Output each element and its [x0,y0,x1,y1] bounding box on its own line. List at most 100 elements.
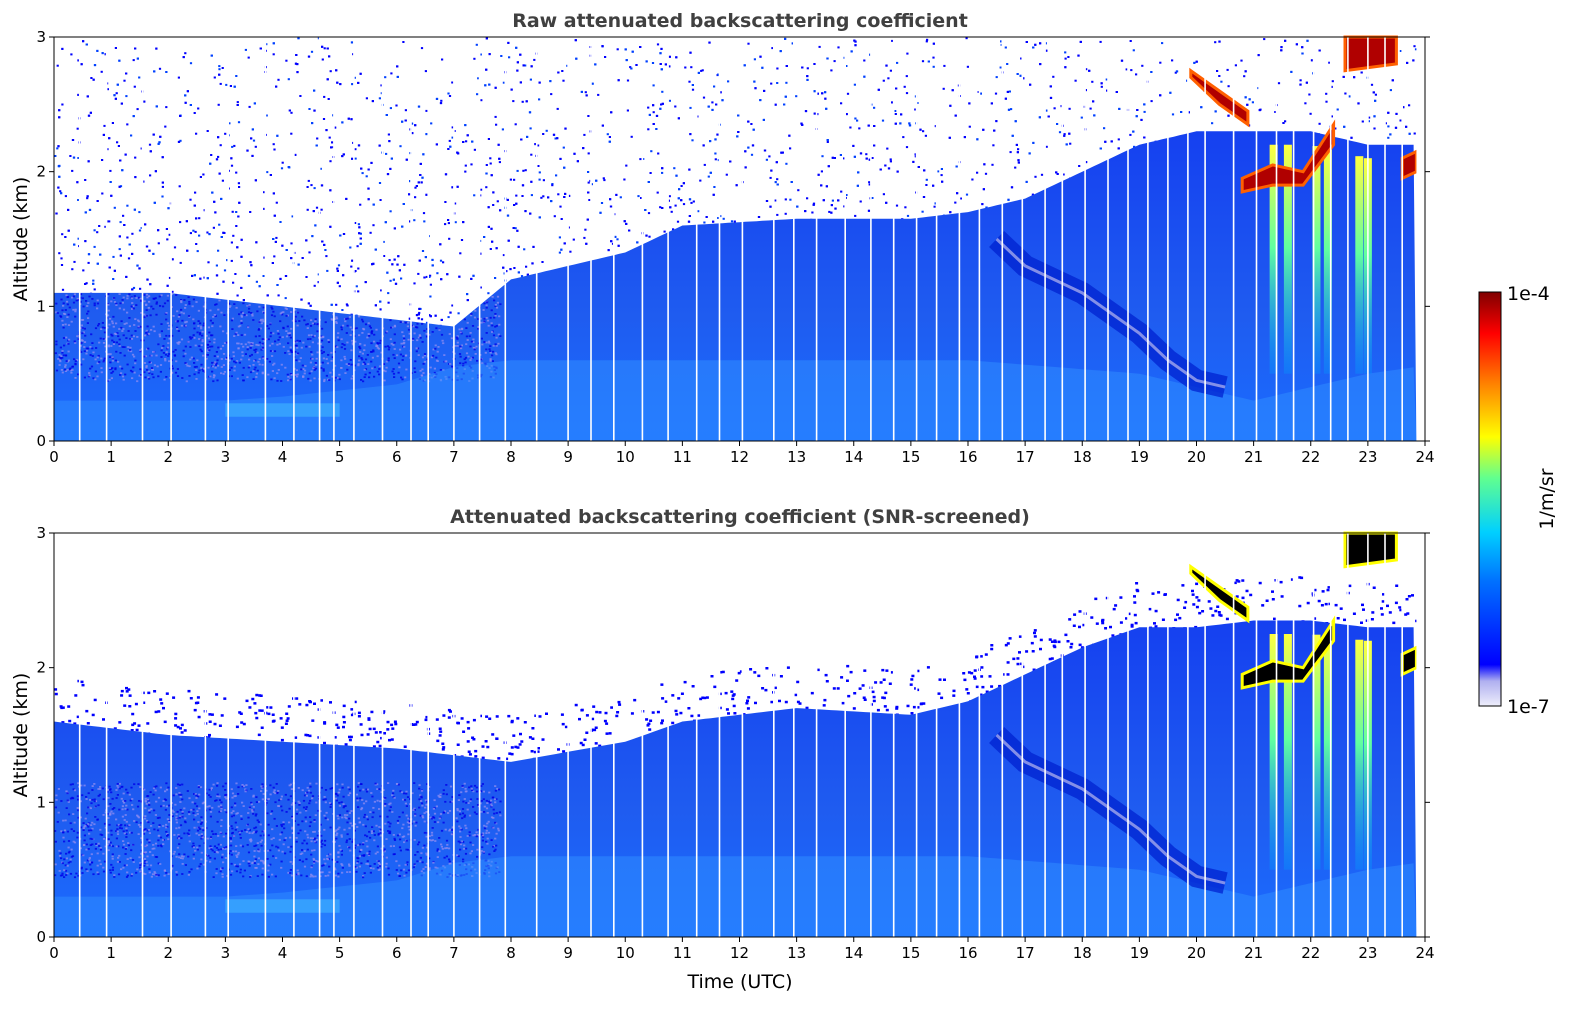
noise-pixel [804,210,807,213]
noise-pixel [968,102,971,105]
fringe-pixel [479,714,482,718]
residual-pixel [495,336,498,339]
residual-pixel [66,303,69,306]
noise-pixel [905,75,908,78]
noise-pixel [287,78,290,81]
fringe-pixel [1382,593,1385,596]
noise-pixel [833,157,836,159]
residual-pixel [112,325,115,328]
fringe-pixel [259,694,263,697]
noise-pixel [865,153,868,156]
residual-pixel [441,847,444,850]
residual-pixel [311,341,314,344]
residual-pixel [223,342,227,344]
noise-pixel [439,243,442,246]
fringe-pixel [1192,603,1196,606]
fringe-pixel [1380,607,1383,610]
residual-pixel [206,350,210,352]
noise-pixel [550,200,553,203]
fringe-pixel [174,712,178,716]
fringe-pixel [73,722,77,725]
noise-pixel [118,248,121,251]
fringe-pixel [674,709,678,713]
noise-pixel [608,136,611,138]
noise-pixel [218,68,221,71]
noise-pixel [587,181,590,184]
x-tick-label: 11 [673,448,692,466]
noise-pixel [754,87,757,90]
noise-pixel [321,58,324,61]
residual-pixel [369,326,372,329]
noise-pixel [359,203,362,206]
fringe-pixel [794,693,798,697]
residual-pixel [344,358,347,360]
residual-pixel [107,309,110,312]
residual-pixel [149,361,152,364]
fringe-pixel [1343,618,1346,622]
residual-pixel [437,346,440,348]
noise-pixel [313,89,316,92]
residual-pixel [346,368,349,371]
noise-pixel [87,253,91,256]
residual-pixel [301,364,304,367]
residual-pixel [257,360,260,363]
fringe-pixel [1031,650,1035,653]
residual-pixel [433,367,436,370]
residual-pixel [135,297,138,299]
residual-pixel [284,352,287,354]
noise-pixel [473,148,476,151]
residual-pixel [442,789,445,792]
fringe-pixel [359,723,363,726]
residual-pixel [313,838,316,841]
residual-pixel [213,341,216,344]
noise-pixel [108,137,111,140]
noise-pixel [908,124,912,127]
residual-pixel [485,341,488,344]
noise-pixel [1305,81,1308,84]
noise-pixel [337,264,341,267]
residual-pixel [402,355,405,358]
noise-pixel [290,111,293,114]
noise-pixel [719,91,722,94]
fringe-pixel [456,721,460,725]
fringe-pixel [578,717,581,721]
residual-pixel [83,327,86,330]
x-tick-label: 24 [1415,448,1434,466]
noise-pixel [813,90,816,93]
residual-pixel [112,343,115,345]
residual-pixel [302,368,305,370]
fringe-pixel [516,717,520,720]
noise-pixel [444,201,447,203]
residual-pixel [493,316,496,319]
noise-pixel [178,185,181,188]
residual-pixel [435,359,439,362]
residual-pixel [122,328,125,330]
noise-pixel [138,76,141,79]
noise-pixel [464,164,467,167]
noise-pixel [821,155,824,158]
noise-pixel [276,134,279,137]
residual-pixel [125,876,129,878]
residual-pixel [241,374,244,376]
fringe-pixel [1245,589,1249,593]
noise-pixel [402,41,405,43]
residual-pixel [186,364,189,367]
fringe-pixel [603,719,607,723]
fringe-pixel [906,704,910,708]
residual-pixel [277,332,280,335]
residual-pixel [65,336,68,339]
residual-pixel [423,329,426,332]
residual-pixel [155,302,158,305]
noise-pixel [335,303,338,306]
fringe-pixel [514,745,518,749]
noise-pixel [1301,46,1304,49]
residual-pixel [121,301,124,304]
residual-pixel [392,372,396,375]
residual-pixel [343,348,347,350]
residual-pixel [466,321,469,324]
residual-pixel [205,827,208,829]
noise-pixel [763,149,767,152]
noise-pixel [185,220,188,223]
residual-pixel [58,364,61,366]
noise-pixel [630,67,633,70]
